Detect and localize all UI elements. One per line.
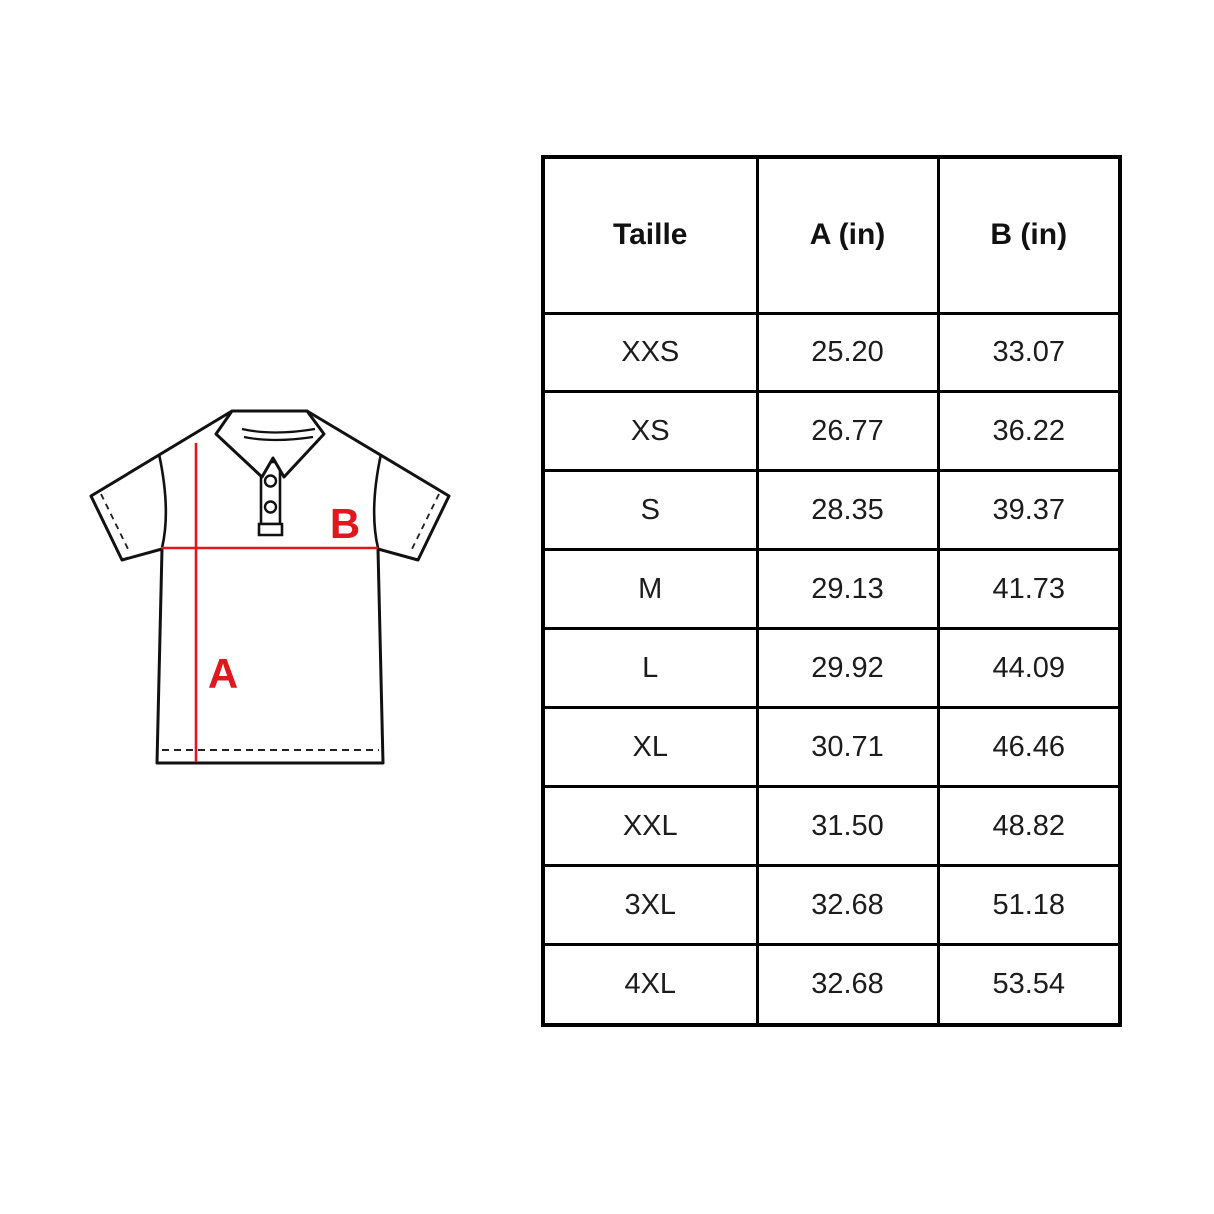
- shirt-outline: [91, 411, 449, 763]
- collar-band-line-lower: [244, 437, 313, 440]
- cell-b-in: 44.09: [936, 627, 1122, 710]
- table-row: XS 26.77 36.22: [541, 390, 1122, 473]
- placket-button-top: [265, 476, 276, 487]
- cell-a-in: 32.68: [755, 943, 940, 1027]
- cell-a-in: 30.71: [755, 706, 940, 789]
- table-row: 3XL 32.68 51.18: [541, 864, 1122, 947]
- cell-a-in: 29.13: [755, 548, 940, 631]
- cell-a-in: 31.50: [755, 785, 940, 868]
- cell-b-in: 41.73: [936, 548, 1122, 631]
- cell-a-in: 28.35: [755, 469, 940, 552]
- column-header-a-in: A (in): [755, 155, 940, 315]
- table-row: M 29.13 41.73: [541, 548, 1122, 631]
- cell-size: XXL: [541, 785, 759, 868]
- cell-b-in: 46.46: [936, 706, 1122, 789]
- collar-band-line-upper: [242, 429, 315, 433]
- cell-b-in: 51.18: [936, 864, 1122, 947]
- measurement-label-b: B: [330, 500, 360, 547]
- column-header-b-in: B (in): [936, 155, 1122, 315]
- placket-bottom-cap: [259, 524, 282, 535]
- size-chart-body: XXS 25.20 33.07 XS 26.77 36.22 S 28.35 39.37 M 29.…: [541, 311, 1122, 1027]
- measurement-label-a: A: [208, 650, 238, 697]
- cell-size: XL: [541, 706, 759, 789]
- table-row: S 28.35 39.37: [541, 469, 1122, 552]
- polo-shirt-diagram: A B: [70, 390, 470, 780]
- cell-size: S: [541, 469, 759, 552]
- cell-size: M: [541, 548, 759, 631]
- cell-a-in: 25.20: [755, 311, 940, 394]
- header-row: Taille A (in) B (in): [541, 155, 1122, 315]
- table-row: XXL 31.50 48.82: [541, 785, 1122, 868]
- cell-b-in: 39.37: [936, 469, 1122, 552]
- placket-button-bottom: [265, 502, 276, 513]
- collar: [216, 411, 324, 477]
- cell-a-in: 29.92: [755, 627, 940, 710]
- cell-b-in: 33.07: [936, 311, 1122, 394]
- cell-b-in: 53.54: [936, 943, 1122, 1027]
- armhole-seam-right: [374, 454, 381, 548]
- cell-a-in: 32.68: [755, 864, 940, 947]
- cell-size: XXS: [541, 311, 759, 394]
- size-chart-header: Taille A (in) B (in): [541, 155, 1122, 315]
- cell-a-in: 26.77: [755, 390, 940, 473]
- table-row: XL 30.71 46.46: [541, 706, 1122, 789]
- cell-b-in: 48.82: [936, 785, 1122, 868]
- table-row: XXS 25.20 33.07: [541, 311, 1122, 394]
- table-row: L 29.92 44.09: [541, 627, 1122, 710]
- cell-size: XS: [541, 390, 759, 473]
- cell-size: 4XL: [541, 943, 759, 1027]
- size-chart-table: Taille A (in) B (in) XXS 25.20 33.07 XS 26.7…: [541, 155, 1122, 1027]
- table-row: 4XL 32.68 53.54: [541, 943, 1122, 1027]
- cell-size: L: [541, 627, 759, 710]
- cell-b-in: 36.22: [936, 390, 1122, 473]
- cell-size: 3XL: [541, 864, 759, 947]
- armhole-seam-left: [159, 454, 166, 548]
- column-header-taille: Taille: [541, 155, 759, 315]
